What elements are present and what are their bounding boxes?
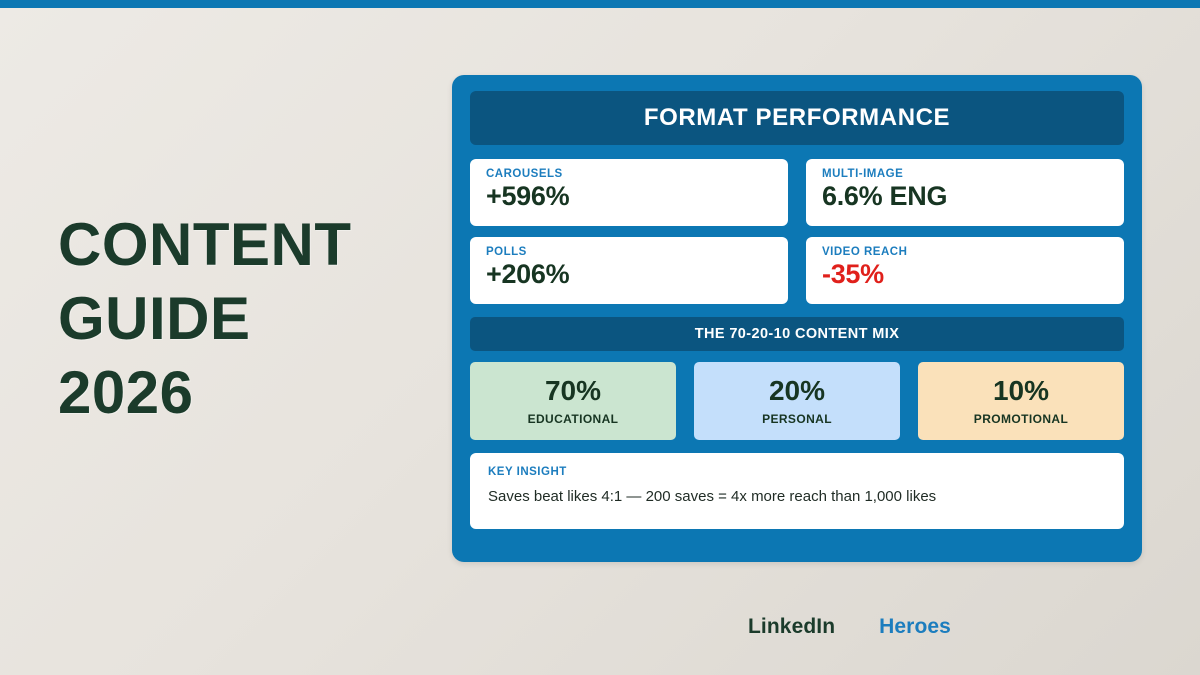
mix-label: PROMOTIONAL: [973, 411, 1069, 426]
title-line-2: GUIDE: [58, 285, 251, 352]
metric-label: MULTI-IMAGE: [822, 168, 904, 180]
mix-tile-educational[interactable]: 70% EDUCATIONAL: [470, 362, 676, 440]
top-accent-bar: [0, 0, 1200, 8]
key-insight-text: Saves beat likes 4:1 — 200 saves = 4x mo…: [488, 488, 937, 505]
mix-percent: 10%: [992, 375, 1050, 407]
brand-linkedin: LinkedIn: [748, 615, 836, 638]
metric-card-video-reach[interactable]: VIDEO REACH -35%: [806, 237, 1124, 304]
metric-label: VIDEO REACH: [822, 246, 908, 258]
panel-header-title: FORMAT PERFORMANCE: [643, 104, 951, 131]
metric-label: POLLS: [486, 246, 527, 258]
content-mix-header: THE 70-20-10 CONTENT MIX: [470, 317, 1124, 351]
mix-label: EDUCATIONAL: [527, 411, 619, 426]
mix-label: PERSONAL: [762, 411, 832, 426]
footer-branding: LinkedIn Heroes: [748, 615, 951, 639]
brand-heroes: Heroes: [879, 615, 951, 638]
content-mix-grid: 70% EDUCATIONAL 20% PERSONAL 10% PROMOTI…: [470, 362, 1124, 440]
page-title: CONTENT GUIDE 2026: [58, 208, 428, 430]
mix-tile-promotional[interactable]: 10% PROMOTIONAL: [918, 362, 1124, 440]
metric-grid: CAROUSELS +596% MULTI-IMAGE 6.6% ENG POL…: [470, 159, 1124, 304]
metric-label: CAROUSELS: [486, 168, 563, 180]
metric-card-polls[interactable]: POLLS +206%: [470, 237, 788, 304]
metric-card-carousels[interactable]: CAROUSELS +596%: [470, 159, 788, 226]
panel-header: FORMAT PERFORMANCE: [470, 91, 1124, 145]
mix-percent: 70%: [544, 375, 602, 407]
metric-card-multi-image[interactable]: MULTI-IMAGE 6.6% ENG: [806, 159, 1124, 226]
key-insight-label: KEY INSIGHT: [488, 466, 567, 478]
mix-tile-personal[interactable]: 20% PERSONAL: [694, 362, 900, 440]
key-insight-card: KEY INSIGHT Saves beat likes 4:1 — 200 s…: [470, 453, 1124, 529]
format-performance-panel: FORMAT PERFORMANCE CAROUSELS +596% MULTI…: [452, 75, 1142, 562]
metric-value: +206%: [486, 259, 570, 289]
title-line-3: 2026: [58, 359, 194, 426]
metric-value: -35%: [822, 259, 884, 289]
metric-value: +596%: [486, 181, 570, 211]
mix-percent: 20%: [768, 375, 826, 407]
metric-value: 6.6% ENG: [822, 181, 948, 211]
title-line-1: CONTENT: [58, 211, 352, 278]
content-mix-title: THE 70-20-10 CONTENT MIX: [694, 326, 900, 342]
